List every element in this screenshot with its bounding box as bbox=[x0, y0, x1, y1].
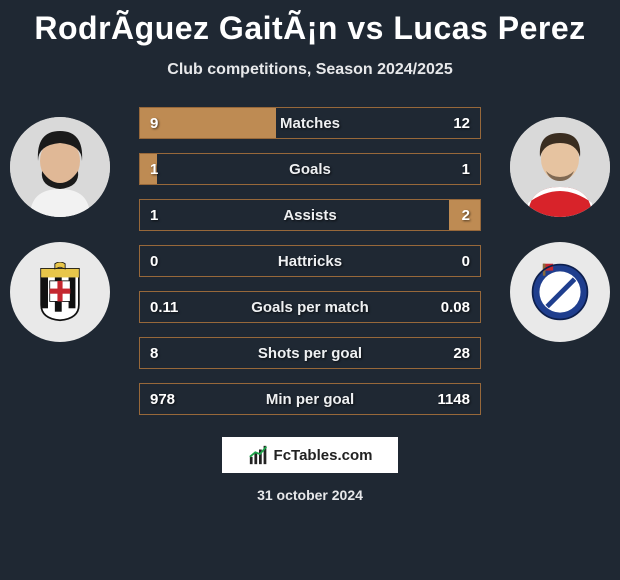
player-left-avatar-icon bbox=[10, 117, 110, 217]
player-left-avatar bbox=[10, 117, 110, 217]
club-right-crest bbox=[510, 242, 610, 342]
club-left-crest bbox=[10, 242, 110, 342]
stat-label: Assists bbox=[140, 207, 480, 224]
comparison-panel: 912Matches 11Goals 12Assists 00Hattricks 0.1… bbox=[0, 107, 620, 415]
stat-row: 12Assists bbox=[139, 199, 481, 231]
stat-row: 828Shots per goal bbox=[139, 337, 481, 369]
brand-text: FcTables.com bbox=[274, 447, 373, 464]
stat-label: Hattricks bbox=[140, 253, 480, 270]
player-right-avatar bbox=[510, 117, 610, 217]
page-title: RodrÃ­guez GaitÃ¡n vs Lucas Perez bbox=[0, 0, 620, 47]
club-right-crest-icon bbox=[530, 262, 590, 322]
stat-label: Min per goal bbox=[140, 391, 480, 408]
stat-row: 11Goals bbox=[139, 153, 481, 185]
brand-box[interactable]: FcTables.com bbox=[222, 437, 398, 473]
stat-label: Goals bbox=[140, 161, 480, 178]
club-left-crest-icon bbox=[30, 262, 90, 322]
subtitle: Club competitions, Season 2024/2025 bbox=[0, 61, 620, 79]
stat-row: 9781148Min per goal bbox=[139, 383, 481, 415]
fctables-logo-icon bbox=[248, 444, 270, 466]
player-right-avatar-icon bbox=[510, 117, 610, 217]
stat-row: 0.110.08Goals per match bbox=[139, 291, 481, 323]
stat-label: Shots per goal bbox=[140, 345, 480, 362]
stats-rows: 912Matches 11Goals 12Assists 00Hattricks 0.1… bbox=[139, 107, 481, 415]
stat-label: Matches bbox=[140, 115, 480, 132]
stat-label: Goals per match bbox=[140, 299, 480, 316]
stat-row: 912Matches bbox=[139, 107, 481, 139]
date-text: 31 october 2024 bbox=[0, 487, 620, 503]
stat-row: 00Hattricks bbox=[139, 245, 481, 277]
